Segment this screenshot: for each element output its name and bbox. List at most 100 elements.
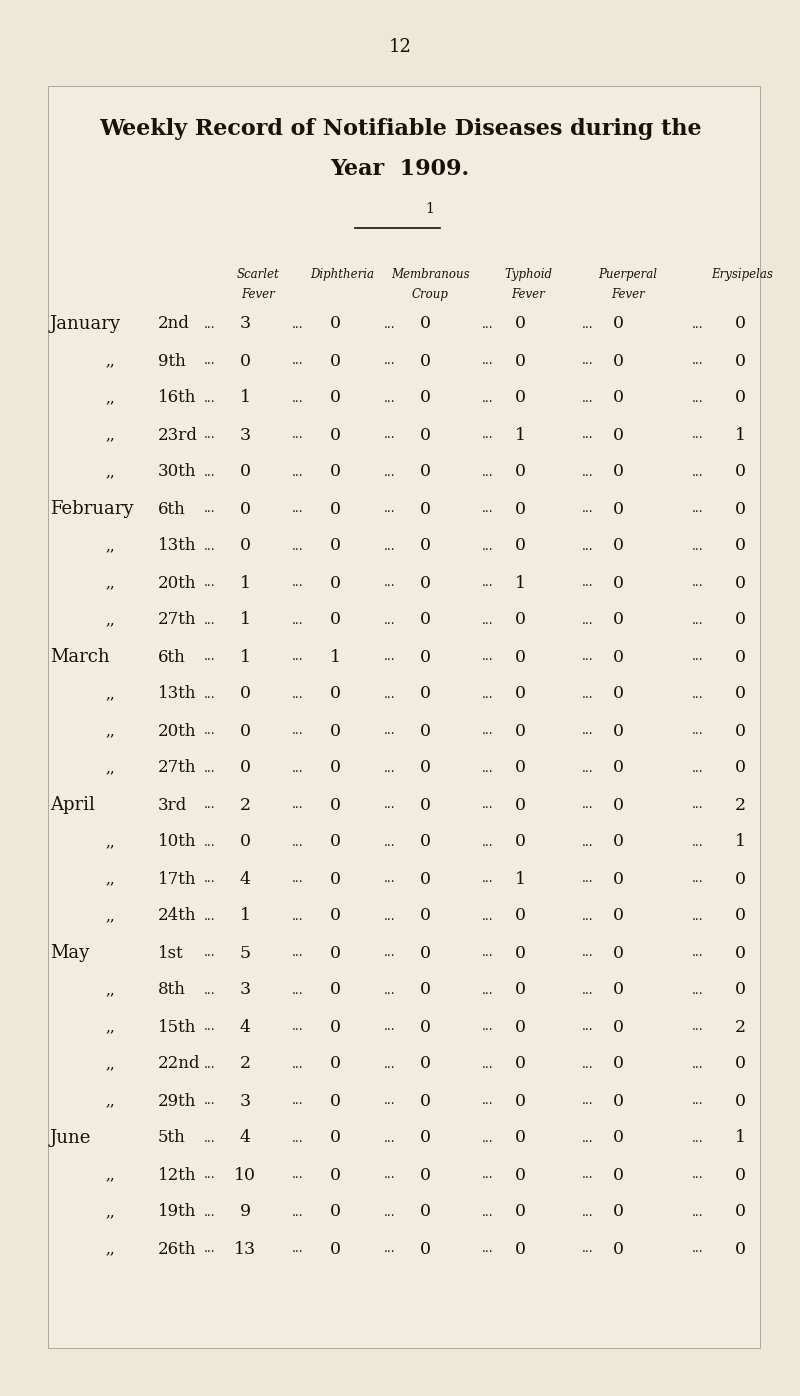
Text: 0: 0 xyxy=(514,501,526,518)
Text: ...: ... xyxy=(384,1094,396,1107)
Text: 1: 1 xyxy=(239,907,250,924)
Text: ...: ... xyxy=(204,835,216,849)
Text: ...: ... xyxy=(692,613,704,627)
Text: ...: ... xyxy=(204,1132,216,1145)
Text: ...: ... xyxy=(482,835,494,849)
Text: ...: ... xyxy=(482,1168,494,1181)
Text: 23rd: 23rd xyxy=(158,427,198,444)
Text: ...: ... xyxy=(292,577,304,589)
Text: 0: 0 xyxy=(734,649,746,666)
Text: 0: 0 xyxy=(419,759,430,776)
Text: ...: ... xyxy=(582,1206,594,1219)
Text: ...: ... xyxy=(204,946,216,959)
Text: ...: ... xyxy=(482,761,494,775)
Text: ,,: ,, xyxy=(105,1168,114,1182)
Text: ...: ... xyxy=(384,429,396,441)
Text: 0: 0 xyxy=(419,723,430,740)
Text: 1: 1 xyxy=(330,649,341,666)
Text: 1: 1 xyxy=(734,833,746,850)
Text: 12: 12 xyxy=(389,38,411,56)
Text: 6th: 6th xyxy=(158,649,186,666)
Text: ...: ... xyxy=(582,651,594,663)
Text: 4: 4 xyxy=(239,1129,250,1146)
Text: 2nd: 2nd xyxy=(158,315,190,332)
Text: 0: 0 xyxy=(514,389,526,406)
Text: 1: 1 xyxy=(514,427,526,444)
Text: ...: ... xyxy=(482,725,494,737)
Text: 0: 0 xyxy=(613,833,623,850)
Text: 0: 0 xyxy=(734,759,746,776)
Text: 0: 0 xyxy=(419,1241,430,1258)
Text: 1st: 1st xyxy=(158,945,184,962)
Text: ...: ... xyxy=(204,1020,216,1033)
Text: March: March xyxy=(50,648,110,666)
Text: ...: ... xyxy=(482,984,494,997)
Text: ...: ... xyxy=(692,687,704,701)
Text: ...: ... xyxy=(292,946,304,959)
Text: 0: 0 xyxy=(330,427,341,444)
Text: ...: ... xyxy=(292,1094,304,1107)
Text: 0: 0 xyxy=(514,1167,526,1184)
Text: ...: ... xyxy=(482,872,494,885)
Text: ...: ... xyxy=(204,651,216,663)
Text: ...: ... xyxy=(384,317,396,331)
Text: 0: 0 xyxy=(239,685,250,702)
Text: 0: 0 xyxy=(613,427,623,444)
Text: 0: 0 xyxy=(613,723,623,740)
Text: ...: ... xyxy=(384,725,396,737)
Text: ...: ... xyxy=(582,429,594,441)
Text: ...: ... xyxy=(692,984,704,997)
Text: 0: 0 xyxy=(419,797,430,814)
Text: 0: 0 xyxy=(613,1167,623,1184)
Text: ...: ... xyxy=(582,1242,594,1255)
Text: ...: ... xyxy=(482,1020,494,1033)
Text: ...: ... xyxy=(482,577,494,589)
Text: 4: 4 xyxy=(239,1019,250,1036)
Text: ...: ... xyxy=(582,613,594,627)
Text: 26th: 26th xyxy=(158,1241,196,1258)
Text: ...: ... xyxy=(384,1020,396,1033)
Text: 1: 1 xyxy=(514,871,526,888)
Text: 0: 0 xyxy=(419,945,430,962)
Text: 0: 0 xyxy=(613,1241,623,1258)
Text: ...: ... xyxy=(204,539,216,553)
Text: 0: 0 xyxy=(514,1019,526,1036)
Text: 0: 0 xyxy=(613,1019,623,1036)
Text: 0: 0 xyxy=(330,1055,341,1072)
Text: 2: 2 xyxy=(734,1019,746,1036)
Text: Puerperal: Puerperal xyxy=(598,268,658,281)
Text: Scarlet: Scarlet xyxy=(237,268,279,281)
Text: ...: ... xyxy=(482,910,494,923)
Text: 0: 0 xyxy=(613,575,623,592)
Text: ...: ... xyxy=(582,577,594,589)
Text: ...: ... xyxy=(204,1094,216,1107)
Text: ...: ... xyxy=(204,799,216,811)
Text: 3: 3 xyxy=(239,315,250,332)
Text: ...: ... xyxy=(292,1058,304,1071)
Text: Membranous: Membranous xyxy=(390,268,470,281)
Text: 0: 0 xyxy=(613,501,623,518)
Text: ...: ... xyxy=(692,503,704,515)
Text: 0: 0 xyxy=(734,1093,746,1110)
Text: 3: 3 xyxy=(239,427,250,444)
Text: 10: 10 xyxy=(234,1167,256,1184)
Text: ...: ... xyxy=(204,465,216,479)
Text: 0: 0 xyxy=(239,759,250,776)
Text: 0: 0 xyxy=(734,1241,746,1258)
Text: 0: 0 xyxy=(514,723,526,740)
Text: 9th: 9th xyxy=(158,353,186,370)
Text: 0: 0 xyxy=(734,723,746,740)
Text: ...: ... xyxy=(692,355,704,367)
Text: ,,: ,, xyxy=(105,539,114,553)
Text: 0: 0 xyxy=(613,685,623,702)
Text: ...: ... xyxy=(292,391,304,405)
Text: 0: 0 xyxy=(239,353,250,370)
Text: 0: 0 xyxy=(514,981,526,998)
Text: 27th: 27th xyxy=(158,759,197,776)
Text: 1: 1 xyxy=(734,1129,746,1146)
Text: Diphtheria: Diphtheria xyxy=(310,268,374,281)
Text: ,,: ,, xyxy=(105,355,114,369)
Text: ...: ... xyxy=(384,651,396,663)
Text: 13th: 13th xyxy=(158,685,197,702)
Text: ...: ... xyxy=(692,317,704,331)
